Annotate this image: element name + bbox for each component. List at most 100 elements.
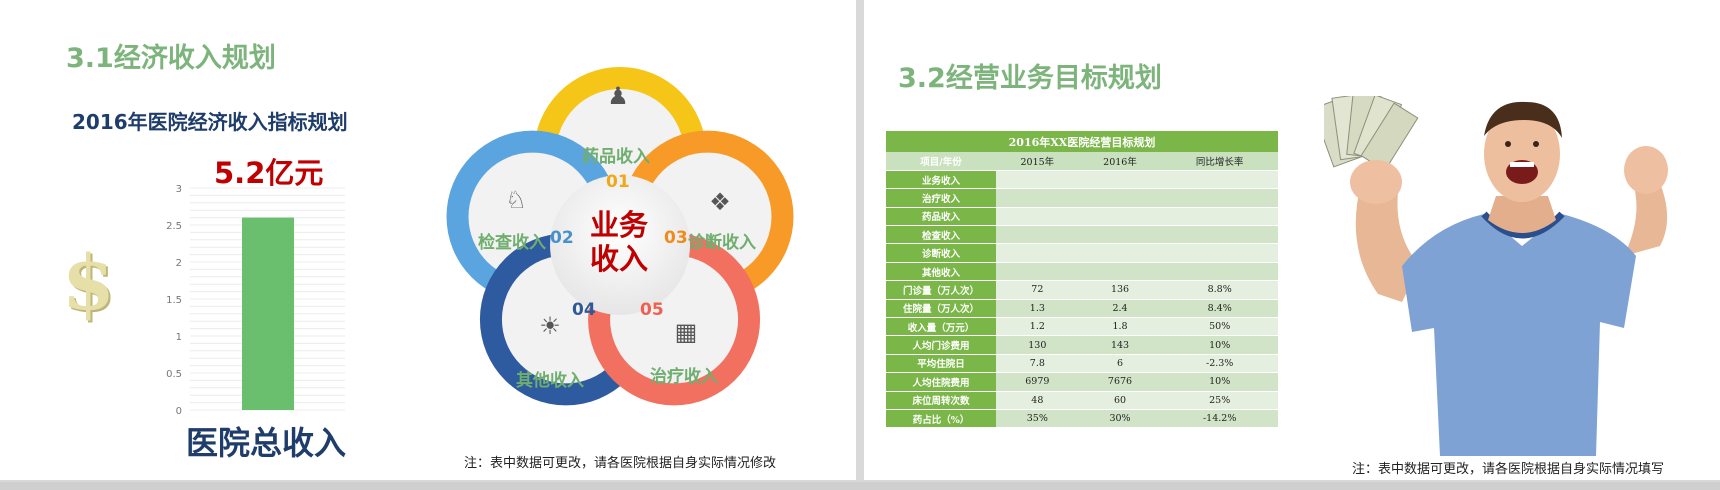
- table-cell: 7676: [1078, 372, 1162, 392]
- petal-num-03: 03: [664, 228, 688, 248]
- table-row: 平均住院日 7.8 6 -2.3%: [886, 354, 1278, 374]
- table-cell: -14.2%: [1161, 409, 1278, 429]
- petal-label-drugs: 药品收入: [582, 147, 650, 167]
- table-cell: 10%: [1161, 372, 1278, 392]
- row-label-cell: 床位周转次数: [886, 391, 996, 410]
- table-cell: 8.4%: [1161, 299, 1278, 319]
- table-cell: 2015年: [996, 152, 1079, 171]
- slide-economic-income: 3.1经济收入规划 2016年医院经济收入指标规划 5.2亿元 $ 0 0.5 1 1…: [0, 0, 856, 480]
- table-row: 业务收入: [886, 170, 1278, 190]
- table-cell: [1161, 243, 1278, 263]
- petal-num-05: 05: [640, 300, 664, 320]
- total-income-label: 医院总收入: [186, 424, 347, 462]
- table-cell: [1161, 207, 1278, 227]
- table-row: 药品收入: [886, 207, 1278, 227]
- y-tick-label: 0.5: [166, 369, 182, 380]
- table-cell: 50%: [1161, 317, 1278, 337]
- person-icon: ♟: [607, 82, 629, 110]
- table-cell: [1078, 207, 1162, 227]
- table-cell: 7.8: [996, 354, 1079, 374]
- row-label-cell: 治疗收入: [886, 188, 996, 208]
- row-label-cell: 业务收入: [886, 170, 996, 190]
- table-row: 治疗收入: [886, 188, 1278, 208]
- petal-num-01: 01: [606, 172, 630, 192]
- targets-table: 2016年XX医院经营目标规划 项目/年份 2015年 2016年 同比增长率 业务收入…: [886, 131, 1278, 429]
- table-row: 床位周转次数 48 60 25%: [886, 391, 1278, 410]
- y-tick-label: 3: [176, 184, 182, 195]
- table-cell: [996, 262, 1079, 282]
- table-row: 人均住院费用 6979 7676 10%: [886, 372, 1278, 392]
- table-cell: [1078, 170, 1162, 190]
- table-cell: 1.3: [996, 299, 1079, 319]
- table-row: 检查收入: [886, 225, 1278, 245]
- idea-icon: ☀: [539, 312, 561, 340]
- table-cell: 30%: [1078, 409, 1162, 429]
- center-disc: [550, 175, 690, 315]
- section-title: 3.1经济收入规划: [66, 43, 276, 74]
- income-diagram: [446, 67, 794, 406]
- table-row: 其他收入: [886, 262, 1278, 282]
- table-cell: 1.2: [996, 317, 1079, 337]
- table-cell: [1078, 262, 1162, 282]
- row-label-cell: 门诊量（万人次）: [886, 280, 996, 300]
- petal-label-diagnosis: 诊断收入: [688, 233, 756, 253]
- row-label-cell: 平均住院日: [886, 354, 996, 374]
- table-cell: 6: [1078, 354, 1162, 374]
- slide-business-targets: 3.2经营业务目标规划 2016年XX医院经营目标规划 项目/年份 2015年 20…: [864, 0, 1720, 480]
- table-cell: 136: [1078, 280, 1162, 300]
- table-cell: [1078, 243, 1162, 263]
- meeting-icon: ♘: [505, 186, 527, 214]
- petal-num-02: 02: [550, 228, 574, 248]
- table-title: 2016年XX医院经营目标规划: [886, 131, 1278, 152]
- table-cell: -2.3%: [1161, 354, 1278, 374]
- table-cell: 130: [996, 335, 1079, 355]
- table-row: 人均门诊费用 130 143 10%: [886, 335, 1278, 355]
- income-bar: [242, 217, 294, 410]
- table-row: 门诊量（万人次） 72 136 8.8%: [886, 280, 1278, 300]
- section-title: 3.2经营业务目标规划: [898, 63, 1162, 94]
- y-tick-label: 2: [176, 258, 182, 269]
- table-cell: 10%: [1161, 335, 1278, 355]
- table-header-row: 项目/年份 2015年 2016年 同比增长率: [886, 152, 1278, 171]
- table-row: 诊断收入: [886, 243, 1278, 263]
- money-fan: [1324, 96, 1419, 172]
- table-cell: [996, 207, 1079, 227]
- table-cell: [996, 225, 1079, 245]
- row-label-cell: 其他收入: [886, 262, 996, 282]
- income-bar-chart: 0 0.5 1 1.5 2 2.5 3: [166, 184, 345, 417]
- handshake-icon: ❖: [709, 188, 731, 216]
- table-cell: [1078, 225, 1162, 245]
- row-label-cell: 药占比（%）: [886, 409, 996, 429]
- dollar-icon: $: [62, 238, 115, 327]
- table-cell: 72: [996, 280, 1079, 300]
- man-with-money-image: [1324, 96, 1668, 456]
- y-tick-label: 1.5: [166, 295, 182, 306]
- center-line-2: 收入: [589, 242, 648, 276]
- table-row: 收入量（万元） 1.2 1.8 50%: [886, 317, 1278, 337]
- note-text: 注：表中数据可更改，请各医院根据自身实际情况填写: [1352, 462, 1665, 477]
- y-tick-label: 1: [176, 332, 182, 343]
- table-cell: 25%: [1161, 391, 1278, 410]
- table-cell: [996, 243, 1079, 263]
- petal-label-other: 其他收入: [516, 371, 584, 391]
- table-cell: [996, 188, 1079, 208]
- row-label-cell: 药品收入: [886, 207, 996, 227]
- table-cell: [1161, 262, 1278, 282]
- chart-icon: ▦: [674, 318, 698, 346]
- chart-subtitle: 2016年医院经济收入指标规划: [72, 110, 348, 134]
- table-cell: 35%: [996, 409, 1079, 429]
- table-cell: 2.4: [1078, 299, 1162, 319]
- note-text: 注：表中数据可更改，请各医院根据自身实际情况修改: [464, 456, 777, 471]
- petal-label-treatment: 治疗收入: [650, 367, 718, 387]
- petal-label-exam: 检查收入: [478, 233, 546, 253]
- table-cell: 8.8%: [1161, 280, 1278, 300]
- table-cell: 2016年: [1078, 152, 1162, 171]
- table-cell: [996, 170, 1079, 190]
- bottom-bar: [0, 482, 1720, 490]
- table-cell: 6979: [996, 372, 1079, 392]
- table-row: 住院量（万人次） 1.3 2.4 8.4%: [886, 299, 1278, 319]
- table-cell: 1.8: [1078, 317, 1162, 337]
- center-line-1: 业务: [589, 208, 648, 242]
- table-cell: [1078, 188, 1162, 208]
- table-row: 药占比（%） 35% 30% -14.2%: [886, 409, 1278, 429]
